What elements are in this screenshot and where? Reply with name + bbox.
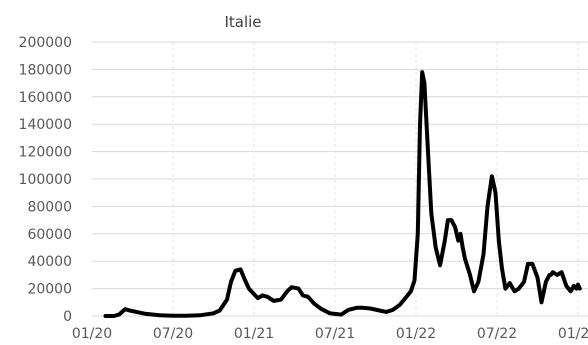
chart-title: Italie bbox=[224, 13, 261, 31]
y-tick-label: 160000 bbox=[19, 90, 72, 106]
x-tick-label: 07/22 bbox=[477, 326, 517, 342]
y-tick-label: 80000 bbox=[27, 199, 72, 215]
y-tick-label: 200000 bbox=[19, 35, 72, 51]
y-tick-label: 40000 bbox=[27, 254, 72, 270]
y-tick-label: 180000 bbox=[19, 62, 72, 78]
y-tick-label: 60000 bbox=[27, 227, 72, 243]
axes: 0 20000 40000 60000 80000 100000 120000 140000 1… bbox=[19, 35, 588, 342]
y-tick-label: 20000 bbox=[27, 282, 72, 298]
y-tick-label: 0 bbox=[63, 309, 72, 325]
x-tick-label: 07/21 bbox=[315, 326, 355, 342]
x-tick-label: 01/23 bbox=[558, 326, 588, 342]
y-tick-label: 140000 bbox=[19, 117, 72, 133]
series-layer bbox=[103, 70, 582, 318]
grid bbox=[92, 41, 588, 317]
y-tick-label: 100000 bbox=[19, 172, 72, 188]
y-tick-label: 120000 bbox=[19, 145, 72, 161]
x-tick-label: 01/21 bbox=[234, 326, 274, 342]
series-line bbox=[103, 70, 582, 318]
x-tick-label: 01/22 bbox=[396, 326, 436, 342]
x-tick-label: 07/20 bbox=[153, 326, 193, 342]
x-tick-label: 01/20 bbox=[72, 326, 112, 342]
